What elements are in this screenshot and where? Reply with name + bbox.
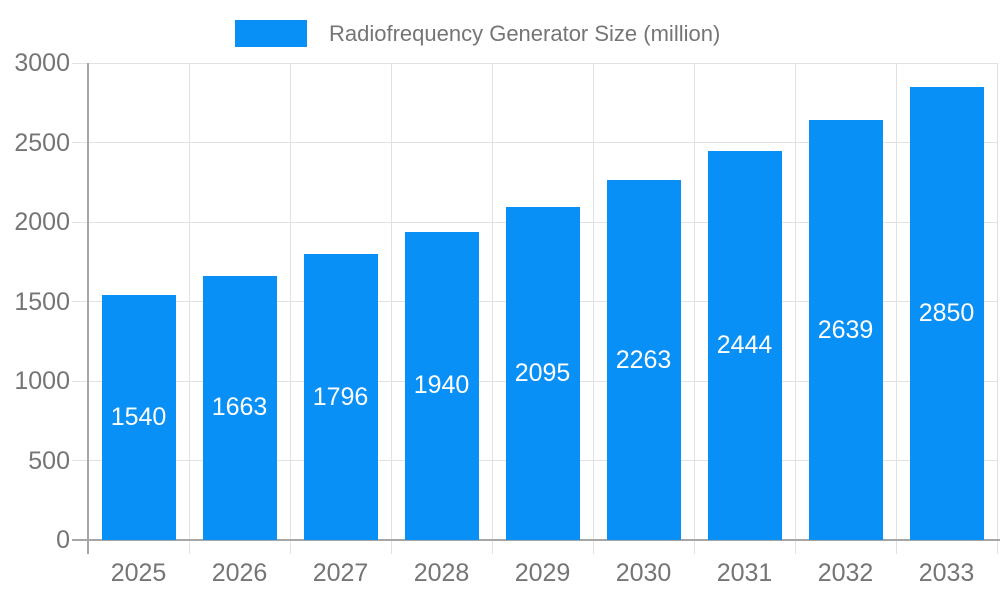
y-axis-tick-label: 2500 [14,128,70,157]
legend-item[interactable]: Radiofrequency Generator Size (million) [235,20,720,47]
x-axis-tick-label: 2026 [211,559,268,587]
bar-2025[interactable]: 1540 [101,295,176,540]
y-axis-tick-label: 2000 [14,208,70,236]
x-axis-line [72,539,1000,541]
legend-label: Radiofrequency Generator Size (million) [329,21,721,46]
legend-swatch [235,20,307,47]
x-gridline [289,63,291,554]
x-gridline [895,63,897,554]
bar-value-label: 2444 [716,331,773,360]
bar-2027[interactable]: 1796 [303,254,378,540]
x-axis-tick-label: 2029 [514,559,571,587]
x-gridline [188,63,190,554]
y-gridline [72,62,997,64]
bar-2030[interactable]: 2263 [606,180,681,540]
y-axis-tick-label: 500 [28,446,70,475]
bar-value-label: 1940 [413,371,470,400]
x-axis-tick-label: 2033 [918,559,975,587]
bar-2032[interactable]: 2639 [808,120,883,540]
bar-2026[interactable]: 1663 [202,275,277,540]
bar-2029[interactable]: 2095 [505,206,580,540]
x-gridline [491,63,493,554]
x-axis-tick-label: 2032 [817,559,874,587]
x-gridline [693,63,695,554]
x-gridline [996,63,998,554]
bar-value-label: 2639 [817,315,874,344]
x-gridline [592,63,594,554]
bar-value-label: 2095 [514,358,571,387]
x-axis-tick-label: 2027 [312,559,369,587]
x-gridline [794,63,796,554]
x-gridline [390,63,392,554]
x-axis-tick-label: 2025 [110,559,167,587]
bar-2033[interactable]: 2850 [909,86,984,540]
bar-2031[interactable]: 2444 [707,151,782,540]
y-axis-line [87,63,89,554]
bar-value-label: 2850 [918,298,975,327]
y-axis-tick-label: 1000 [14,367,70,395]
bar-value-label: 1663 [211,393,268,422]
y-gridline [72,142,997,143]
x-axis-tick-label: 2031 [716,559,773,587]
y-axis-tick-label: 0 [56,526,70,554]
y-axis-tick-label: 3000 [14,49,70,77]
y-axis-tick-label: 1500 [14,287,70,316]
bar-value-label: 2263 [615,345,672,374]
bar-value-label: 1540 [110,403,167,432]
x-axis-tick-label: 2028 [413,559,470,587]
x-axis-tick-label: 2030 [615,559,672,587]
bar-value-label: 1796 [312,382,369,411]
bar-2028[interactable]: 1940 [404,231,479,540]
